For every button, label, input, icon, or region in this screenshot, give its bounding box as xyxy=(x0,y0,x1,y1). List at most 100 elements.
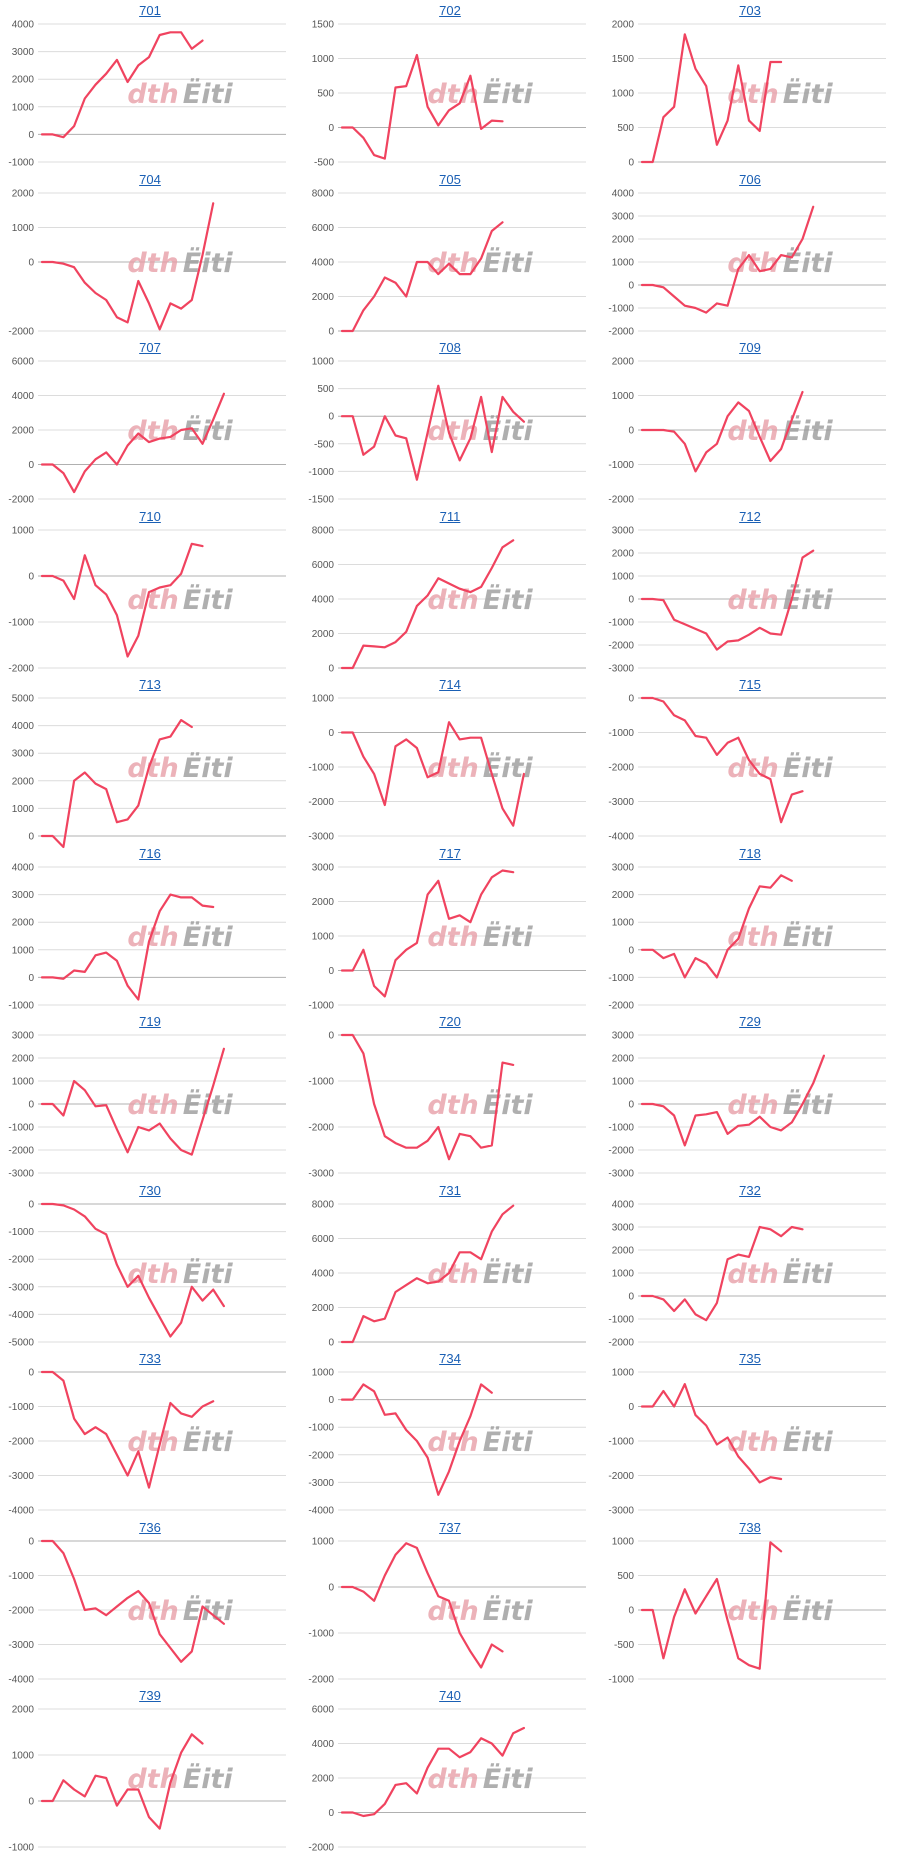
series-line xyxy=(40,1047,225,1156)
y-tick-label: 2000 xyxy=(612,548,635,559)
y-tick-label: -1000 xyxy=(608,460,634,471)
y-tick-label: -1000 xyxy=(8,158,34,169)
line-chart: 0 500 1000 1500 2000 dth Ёiti xyxy=(612,20,886,169)
y-tick-label: -1000 xyxy=(608,1314,634,1325)
chart-title-link[interactable]: 739 xyxy=(139,1688,161,1703)
y-tick-label: -1000 xyxy=(608,1674,634,1685)
chart-panel-715: 715 -4000 -3000 -2000 -1000 0 dth Ёiti xyxy=(600,676,900,844)
series-line xyxy=(640,205,815,314)
y-tick-label: 0 xyxy=(628,945,634,956)
line-chart: -1000 0 1000 2000 3000 4000 dth Ёiti xyxy=(8,862,286,1011)
chart-title-link[interactable]: 717 xyxy=(439,845,461,861)
watermark-logo: dth Ёiti xyxy=(427,584,533,616)
y-tick-label: 2000 xyxy=(312,1303,335,1314)
series-line xyxy=(340,1383,493,1496)
y-tick-label: -3000 xyxy=(8,1282,34,1293)
watermark-logo: dth Ёiti xyxy=(127,1258,233,1290)
watermark-logo: dth Ёiti xyxy=(727,1258,833,1290)
chart-title-link[interactable]: 718 xyxy=(739,845,761,861)
series-line xyxy=(340,1541,504,1669)
chart-title-link[interactable]: 712 xyxy=(739,508,761,524)
y-tick-label: 4000 xyxy=(12,391,35,402)
y-tick-label: 0 xyxy=(328,326,334,337)
chart-title-link[interactable]: 713 xyxy=(139,677,161,692)
chart-title-link[interactable]: 714 xyxy=(439,677,461,692)
y-tick-label: -3000 xyxy=(8,1169,34,1180)
series-line xyxy=(340,1726,525,1818)
watermark-logo-part-2: Ёiti xyxy=(483,1089,534,1121)
series-line xyxy=(40,719,193,849)
chart-title-link[interactable]: 733 xyxy=(139,1351,161,1366)
chart-title-link[interactable]: 704 xyxy=(139,171,161,187)
chart-title-link[interactable]: 708 xyxy=(439,340,461,355)
series-line xyxy=(640,696,804,824)
y-tick-label: 0 xyxy=(28,1536,34,1547)
chart-title-link[interactable]: 729 xyxy=(739,1014,761,1029)
chart-title-link[interactable]: 705 xyxy=(439,171,461,187)
y-tick-label: 0 xyxy=(28,1797,34,1808)
y-tick-label: 4000 xyxy=(12,721,35,732)
chart-title-link[interactable]: 709 xyxy=(739,340,761,355)
y-tick-label: -2000 xyxy=(8,495,34,506)
watermark-logo: dth Ёiti xyxy=(727,78,833,110)
y-tick-label: 2000 xyxy=(12,917,35,928)
y-tick-label: -2000 xyxy=(608,1146,634,1157)
y-tick-label: 0 xyxy=(628,1291,634,1302)
watermark-logo: dth Ёiti xyxy=(127,78,233,110)
chart-title-link[interactable]: 736 xyxy=(139,1519,161,1535)
watermark-logo-part-2: Ёiti xyxy=(183,1426,234,1458)
series-line xyxy=(640,1540,783,1670)
y-tick-label: 1500 xyxy=(312,20,335,31)
chart-title-link[interactable]: 715 xyxy=(739,677,761,692)
y-tick-label: 3000 xyxy=(612,1222,635,1233)
chart-title-link[interactable]: 711 xyxy=(439,508,461,524)
y-tick-label: 1000 xyxy=(612,917,635,928)
y-tick-label: 3000 xyxy=(12,890,35,901)
line-chart: -3000 -2000 -1000 0 1000 2000 3000 dth Ёiti xyxy=(608,525,886,674)
y-tick-label: 3000 xyxy=(12,47,35,58)
y-tick-label: 0 xyxy=(628,1605,634,1616)
series-line xyxy=(340,1204,515,1343)
chart-title-link[interactable]: 738 xyxy=(739,1519,761,1535)
y-tick-label: -2000 xyxy=(8,1437,34,1448)
y-tick-label: 0 xyxy=(328,966,334,977)
chart-panel-737: 737 -2000 -1000 0 1000 dth Ёiti xyxy=(300,1519,600,1687)
chart-title-link[interactable]: 716 xyxy=(139,845,161,861)
y-tick-label: 1000 xyxy=(612,1077,635,1088)
chart-title-link[interactable]: 706 xyxy=(739,171,761,187)
chart-title-link[interactable]: 730 xyxy=(139,1182,161,1198)
chart-title-link[interactable]: 710 xyxy=(139,508,161,524)
y-tick-label: -2000 xyxy=(8,663,34,674)
y-tick-label: 1000 xyxy=(312,931,335,942)
chart-title-link[interactable]: 734 xyxy=(439,1351,461,1366)
chart-title-link[interactable]: 735 xyxy=(739,1351,761,1366)
chart-title-link[interactable]: 702 xyxy=(439,3,461,18)
chart-title-link[interactable]: 701 xyxy=(139,3,161,18)
y-tick-label: 2000 xyxy=(312,897,335,908)
chart-title-link[interactable]: 737 xyxy=(439,1519,461,1535)
watermark-logo-part-1: dth xyxy=(427,1427,478,1458)
line-chart: -2000 -1000 0 1000 2000 3000 4000 dth Ёiti xyxy=(608,1199,886,1348)
y-tick-label: 1000 xyxy=(12,102,35,113)
watermark-logo: dth Ёiti xyxy=(427,1763,533,1795)
chart-title-link[interactable]: 740 xyxy=(439,1688,461,1703)
y-tick-label: 0 xyxy=(28,1368,34,1379)
chart-panel-704: 704 -2000 0 1000 2000 dth Ёiti xyxy=(0,171,300,339)
series-line xyxy=(40,201,215,330)
chart-title-link[interactable]: 703 xyxy=(739,3,761,18)
y-tick-label: 1000 xyxy=(612,1368,635,1379)
line-chart: -1000 0 1000 2000 3000 dth Ёiti xyxy=(308,862,586,1011)
chart-title-link[interactable]: 732 xyxy=(739,1182,761,1198)
y-tick-label: 1000 xyxy=(612,571,635,582)
y-tick-label: 1000 xyxy=(12,525,35,536)
watermark-logo-part-1: dth xyxy=(727,1090,778,1121)
chart-title-link[interactable]: 731 xyxy=(439,1182,461,1198)
chart-title-link[interactable]: 719 xyxy=(139,1014,161,1029)
y-tick-label: 0 xyxy=(28,460,34,471)
watermark-logo-part-2: Ёiti xyxy=(483,584,534,616)
y-tick-label: 8000 xyxy=(312,188,335,199)
y-tick-label: 0 xyxy=(328,1337,334,1348)
chart-title-link[interactable]: 707 xyxy=(139,340,161,355)
chart-title-link[interactable]: 720 xyxy=(439,1014,461,1029)
line-chart: -4000 -3000 -2000 -1000 0 dth Ёiti xyxy=(608,694,886,843)
